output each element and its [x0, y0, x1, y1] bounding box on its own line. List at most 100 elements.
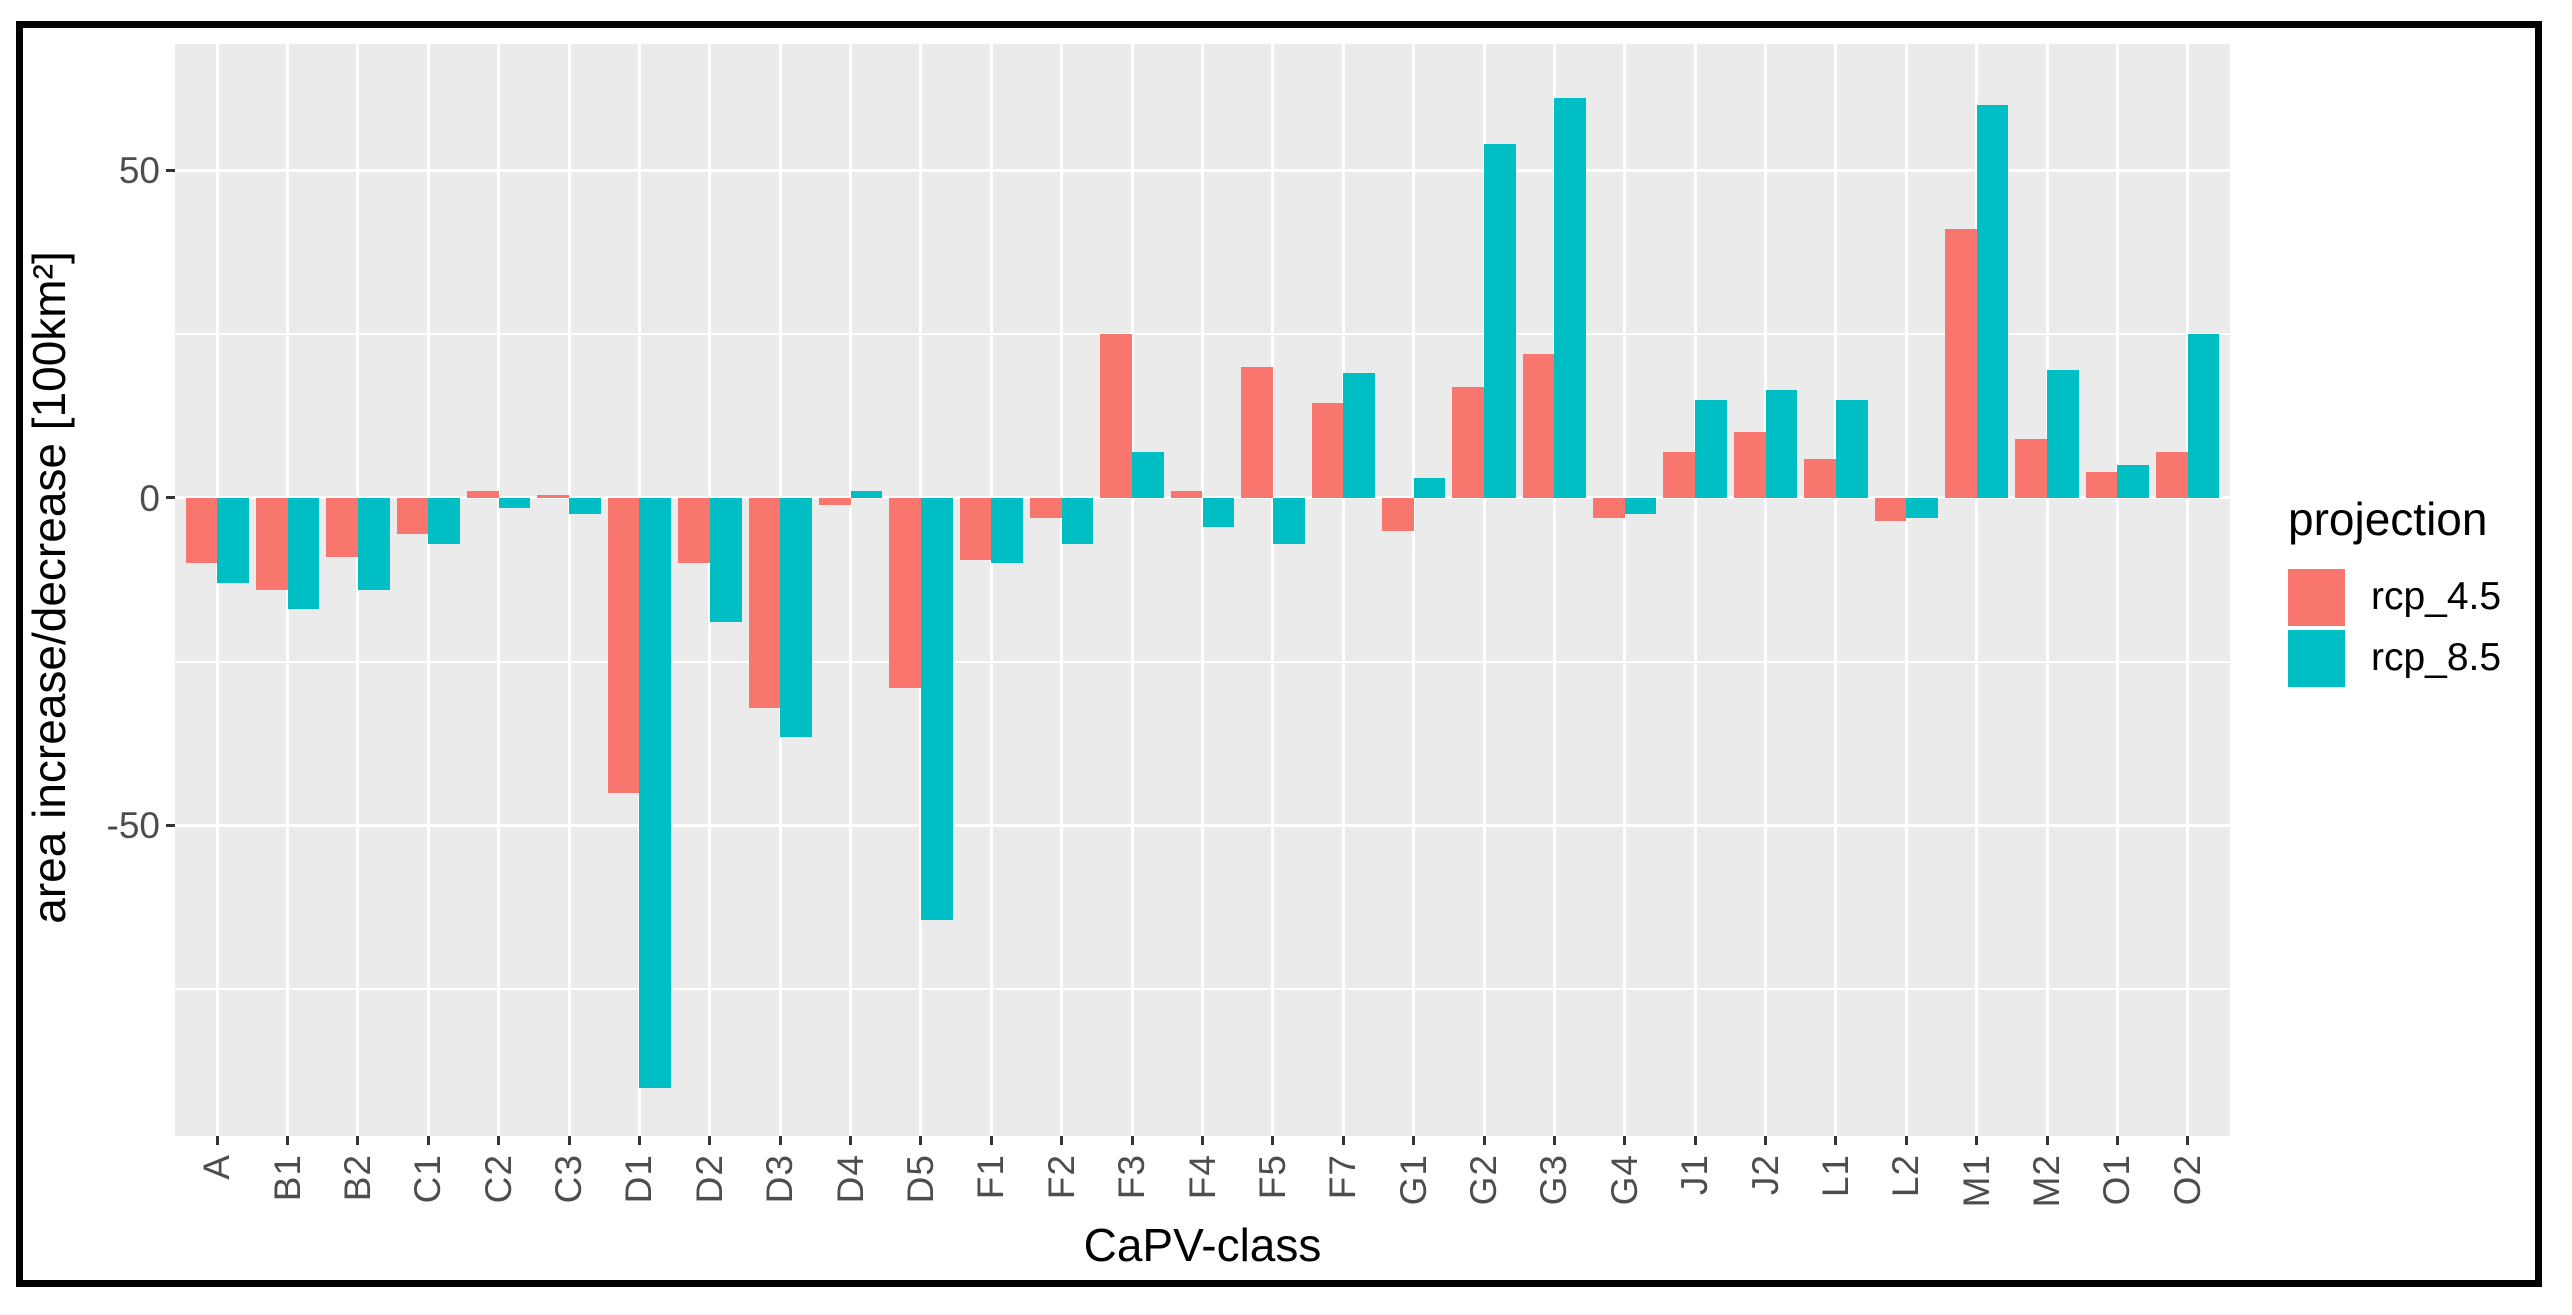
x-tick-D4: [849, 1136, 853, 1145]
x-tick-label-text: F3: [1111, 1154, 1153, 1200]
x-tick-F1: [989, 1136, 993, 1145]
x-tick-L1: [1834, 1136, 1838, 1145]
x-tick-C3: [567, 1136, 571, 1145]
x-tick-G1: [1412, 1136, 1416, 1145]
x-tick-G4: [1623, 1136, 1627, 1145]
x-tick-B1: [286, 1136, 290, 1145]
gridline-vertical-G2: [1482, 44, 1486, 1136]
x-tick-label-text: G2: [1463, 1154, 1504, 1206]
x-tick-label-D4: D4: [830, 1154, 872, 1208]
bar-C3-rcp_4.5: [537, 494, 570, 498]
x-tick-label-G1: G1: [1393, 1154, 1435, 1210]
x-tick-label-B1: B1: [267, 1154, 309, 1206]
bar-C3-rcp_8.5: [569, 497, 601, 515]
gridline-vertical-O2: [2186, 44, 2190, 1136]
x-tick-label-F2: F2: [1041, 1154, 1083, 1204]
bar-D3-rcp_4.5: [748, 497, 781, 708]
legend-item-rcp45: rcp_4.5: [2288, 568, 2501, 626]
x-tick-M2: [2045, 1136, 2049, 1145]
x-tick-label-G3: G3: [1533, 1154, 1575, 1210]
x-tick-label-D2: D2: [689, 1154, 731, 1208]
gridline-vertical-F7: [1341, 44, 1345, 1136]
bar-G2-rcp_4.5: [1452, 386, 1484, 498]
x-tick-label-A: A: [196, 1154, 238, 1185]
bar-D5-rcp_8.5: [920, 497, 953, 921]
x-tick-label-D3: D3: [759, 1154, 801, 1208]
x-tick-label-text: F2: [1040, 1154, 1082, 1200]
x-tick-label-text: D2: [688, 1154, 730, 1204]
bar-O1-rcp_4.5: [2085, 471, 2118, 498]
x-tick-C2: [497, 1136, 501, 1145]
y-tick-label--50: -50: [106, 805, 160, 847]
gridline-minor--25: [175, 660, 2230, 663]
x-tick-label-F1: F1: [970, 1154, 1012, 1204]
gridline-vertical-M2: [2045, 44, 2049, 1136]
plot-panel: [175, 44, 2230, 1136]
x-tick-label-M1: M1: [1956, 1154, 1998, 1212]
bar-D2-rcp_4.5: [678, 497, 710, 564]
bar-O1-rcp_8.5: [2117, 465, 2150, 498]
bar-M2-rcp_4.5: [2015, 439, 2047, 498]
gridline-vertical-C1: [426, 44, 430, 1136]
bar-O2-rcp_8.5: [2187, 334, 2220, 498]
x-tick-label-text: O2: [2166, 1154, 2208, 1206]
bar-M2-rcp_8.5: [2047, 370, 2079, 498]
x-tick-C1: [426, 1136, 430, 1145]
bar-G3-rcp_8.5: [1554, 98, 1587, 498]
x-tick-G3: [1552, 1136, 1556, 1145]
x-tick-F3: [1130, 1136, 1134, 1145]
x-tick-label-text: L1: [1814, 1154, 1856, 1198]
x-tick-label-text: M1: [1955, 1154, 1997, 1208]
x-tick-D3: [778, 1136, 782, 1145]
gridline-vertical-C2: [497, 44, 501, 1136]
x-tick-label-text: A: [196, 1154, 238, 1180]
x-tick-F2: [1060, 1136, 1064, 1145]
bar-A-rcp_4.5: [185, 497, 218, 564]
x-tick-label-F5: F5: [1252, 1154, 1294, 1204]
gridline-vertical-G3: [1552, 44, 1556, 1136]
legend-label-rcp85: rcp_8.5: [2371, 636, 2502, 679]
bar-C2-rcp_8.5: [498, 497, 531, 508]
x-tick-label-text: J2: [1744, 1154, 1786, 1196]
legend-title: projection: [2288, 493, 2488, 545]
bar-D2-rcp_8.5: [709, 497, 742, 623]
x-tick-O1: [2115, 1136, 2119, 1145]
gridline-vertical-G1: [1412, 44, 1416, 1136]
bar-O2-rcp_4.5: [2156, 452, 2188, 498]
x-tick-label-text: B2: [336, 1154, 378, 1202]
x-tick-J2: [1764, 1136, 1767, 1145]
x-tick-label-F3: F3: [1111, 1154, 1153, 1204]
y-tick-0: [166, 496, 175, 500]
bar-D1-rcp_4.5: [607, 497, 640, 793]
gridline-vertical-B2: [356, 44, 360, 1136]
bar-C1-rcp_4.5: [396, 497, 429, 534]
gridline-vertical-J2: [1764, 44, 1767, 1136]
x-tick-B2: [356, 1136, 360, 1145]
x-tick-D5: [919, 1136, 923, 1145]
x-tick-label-O2: O2: [2167, 1154, 2209, 1210]
x-tick-label-J1: J1: [1674, 1154, 1716, 1200]
bar-D1-rcp_8.5: [639, 497, 672, 1088]
bar-G1-rcp_8.5: [1413, 478, 1446, 498]
x-tick-J1: [1693, 1136, 1697, 1145]
gridline-vertical-F1: [989, 44, 993, 1136]
bar-B2-rcp_4.5: [326, 497, 358, 557]
x-tick-label-text: C3: [548, 1154, 590, 1204]
x-tick-D2: [708, 1136, 712, 1145]
gridline-vertical-G4: [1623, 44, 1627, 1136]
bar-J1-rcp_8.5: [1695, 399, 1727, 498]
bar-G4-rcp_4.5: [1593, 497, 1625, 518]
gridline-major--50: [175, 823, 2230, 827]
bar-F5-rcp_8.5: [1272, 497, 1305, 544]
bar-F7-rcp_4.5: [1311, 402, 1344, 498]
gridline-vertical-M1: [1975, 44, 1979, 1136]
bar-L1-rcp_4.5: [1804, 458, 1836, 498]
x-tick-label-F4: F4: [1182, 1154, 1224, 1204]
bar-J2-rcp_8.5: [1765, 389, 1798, 498]
gridline-vertical-C3: [567, 44, 571, 1136]
x-tick-F4: [1201, 1136, 1204, 1145]
x-tick-O2: [2186, 1136, 2190, 1145]
x-tick-label-C2: C2: [478, 1154, 520, 1208]
x-tick-G2: [1482, 1136, 1486, 1145]
x-tick-label-text: F4: [1181, 1154, 1223, 1200]
